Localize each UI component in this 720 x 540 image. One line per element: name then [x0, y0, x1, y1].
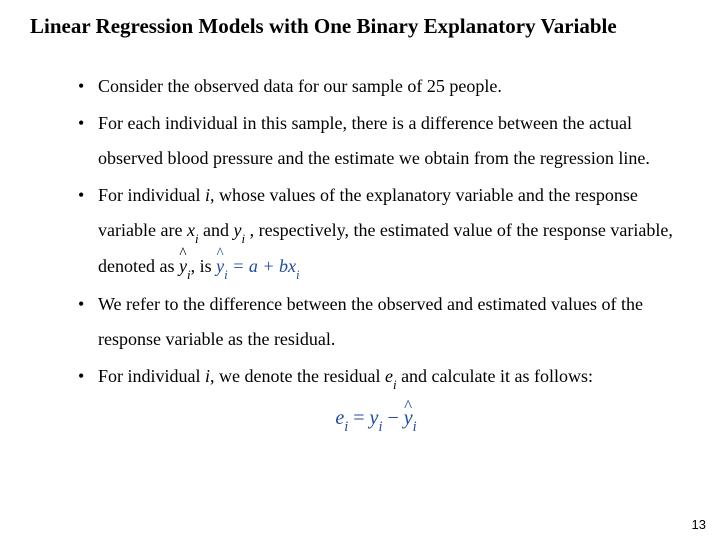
bullet-4: We refer to the difference between the o…	[78, 287, 674, 357]
bullet-1-text: Consider the observed data for our sampl…	[98, 76, 502, 96]
slide-content: Consider the observed data for our sampl…	[26, 69, 694, 434]
bullet-4-pre: We refer to the difference between the o…	[98, 294, 643, 349]
var-yhat-sub: i	[187, 267, 191, 282]
bullet-5: For individual i , we denote the residual…	[78, 359, 674, 395]
page-number: 13	[692, 517, 706, 532]
slide-title: Linear Regression Models with One Binary…	[26, 14, 694, 39]
bullet-5-e: e	[385, 366, 393, 386]
bullet-3-and: and	[199, 220, 234, 240]
eq-yhat2-sub: i	[413, 419, 417, 435]
eq-x: x	[288, 256, 296, 276]
eq-e: e	[335, 407, 344, 429]
var-yhat-base: y	[179, 249, 187, 284]
var-xi-sub: i	[195, 231, 199, 246]
eq-equals: = a + b	[228, 256, 288, 276]
bullet-1: Consider the observed data for our sampl…	[78, 69, 674, 104]
bullet-4-post: .	[331, 329, 336, 349]
slide-container: Linear Regression Models with One Binary…	[0, 0, 720, 540]
eq-yhat: y	[216, 249, 224, 284]
bullet-3: For individual i, whose values of the ex…	[78, 178, 674, 285]
bullet-list: Consider the observed data for our sampl…	[78, 69, 674, 395]
bullet-2-text: For each individual in this sample, ther…	[98, 113, 650, 168]
bullet-5-e-sub: i	[393, 377, 397, 392]
bullet-5-pre: For individual	[98, 366, 205, 386]
bullet-5-mid: , we denote the residual	[210, 366, 385, 386]
eq-yhat2: y	[404, 407, 413, 430]
eq-yhat-sub: i	[224, 267, 228, 282]
eq-x-sub: i	[296, 267, 300, 282]
eq-minus: −	[382, 407, 403, 429]
eq-e-sub: i	[344, 419, 348, 435]
var-yi-sub: i	[242, 231, 246, 246]
eq-y-sub: i	[378, 419, 382, 435]
bullet-2: For each individual in this sample, ther…	[78, 106, 674, 176]
bullet-3-is: , is	[191, 256, 217, 276]
residual-equation: ei = yi − yi	[78, 407, 674, 434]
var-xi-base: x	[187, 220, 195, 240]
eq-equals-sign: =	[348, 407, 369, 429]
var-yi-base: y	[234, 220, 242, 240]
bullet-5-post: and calculate it as follows:	[397, 366, 593, 386]
bullet-4-residual: residual	[274, 329, 331, 349]
bullet-3-pre: For individual	[98, 185, 205, 205]
